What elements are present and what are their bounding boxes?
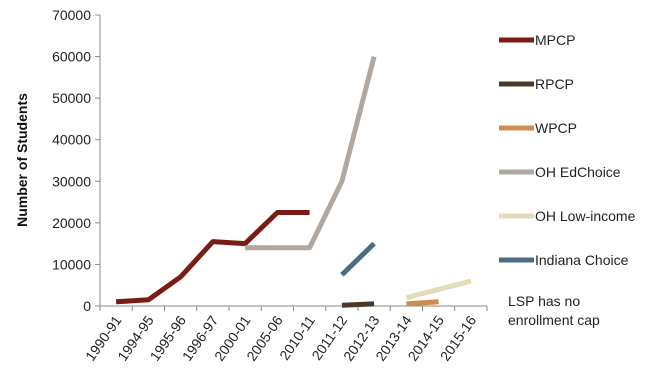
legend-label: OH EdChoice: [535, 164, 621, 180]
series-line-rpcp: [341, 301, 375, 308]
legend-label: MPCP: [535, 32, 575, 48]
series-lines: [115, 55, 472, 308]
y-axis-label: Number of Students: [14, 93, 30, 227]
series-line-mpcp: [115, 210, 310, 305]
legend-label: OH Low-income: [535, 208, 636, 224]
series-line-oh-edchoice: [245, 55, 377, 251]
y-tick-labels: 0 10000 20000 30000 40000 50000 60000 70000: [52, 7, 91, 314]
legend-label: RPCP: [535, 76, 574, 92]
axes: [95, 14, 488, 311]
legend-label: WPCP: [535, 120, 577, 136]
y-tick-label: 0: [83, 298, 91, 314]
legend: MPCP RPCP WPCP OH EdChoice OH Low-income Indi…: [499, 32, 636, 268]
series-line-indiana-choice: [340, 241, 376, 277]
x-tick-labels: 1990-911994-951995-961996-972000-012005-…: [82, 312, 479, 363]
y-tick-label: 40000: [52, 132, 91, 148]
annotation: LSP has no enrollment cap: [508, 293, 600, 328]
legend-label: Indiana Choice: [535, 252, 629, 268]
series-line-wpcp: [406, 299, 439, 307]
y-tick-label: 20000: [52, 215, 91, 231]
y-tick-label: 60000: [52, 49, 91, 65]
y-tick-label: 10000: [52, 256, 91, 272]
y-tick-label: 70000: [52, 7, 91, 23]
y-tick-label: 50000: [52, 90, 91, 106]
y-tick-label: 30000: [52, 173, 91, 189]
series-line-oh-low-income: [405, 278, 472, 301]
